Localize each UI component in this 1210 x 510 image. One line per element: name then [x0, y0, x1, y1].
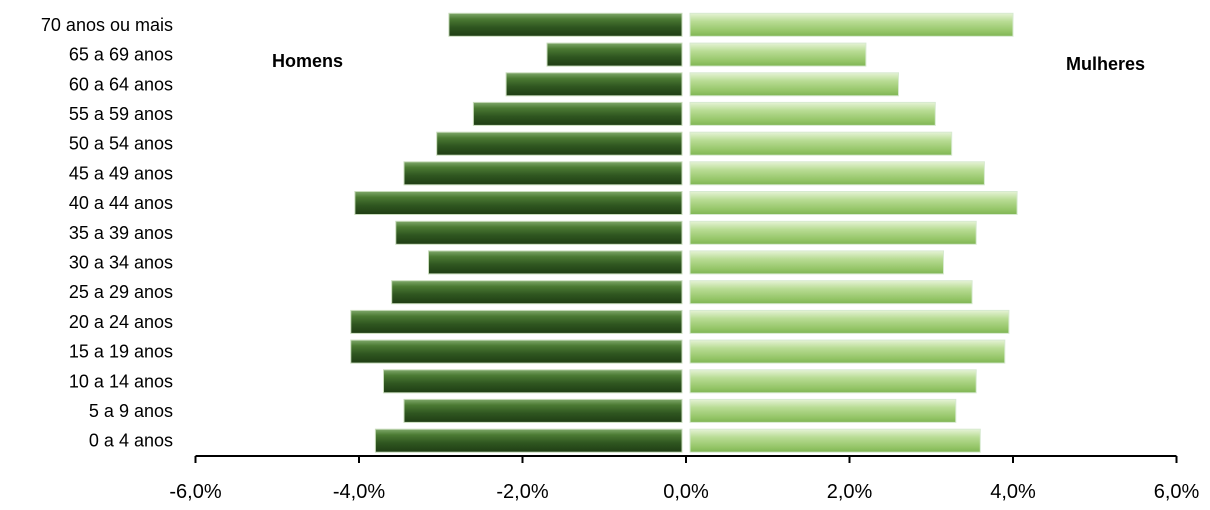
category-label: 70 anos ou mais	[41, 15, 173, 35]
category-label: 25 a 29 anos	[69, 282, 173, 302]
bar-mulheres	[689, 280, 973, 305]
category-label: 10 a 14 anos	[69, 371, 173, 391]
bar-homens	[395, 220, 683, 245]
bar-homens	[354, 191, 683, 215]
series-label-homens: Homens	[272, 51, 343, 71]
category-label: 5 a 9 anos	[89, 401, 173, 421]
category-label: 65 a 69 anos	[69, 45, 173, 65]
bar-mulheres	[689, 191, 1018, 215]
x-tick-label: -6,0%	[169, 481, 221, 503]
bar-homens	[472, 101, 683, 126]
bar-mulheres	[689, 398, 957, 423]
x-tick-label: -2,0%	[496, 481, 548, 503]
category-label: 45 a 49 anos	[69, 163, 173, 183]
x-tick-label: 2,0%	[827, 481, 873, 503]
bar-homens	[505, 72, 683, 97]
bar-homens	[403, 398, 683, 423]
bar-mulheres	[689, 12, 1014, 37]
series-label-mulheres: Mulheres	[1066, 54, 1145, 74]
x-axis: -6,0% -4,0% -2,0% 0,0% 2,0% 4,0% 6,0%	[169, 455, 1200, 503]
category-label: 20 a 24 anos	[69, 312, 173, 332]
bar-homens	[374, 428, 683, 453]
bar-mulheres	[689, 101, 936, 126]
x-tick-label: -4,0%	[333, 481, 385, 503]
category-label: 60 a 64 anos	[69, 74, 173, 94]
bar-homens	[350, 309, 683, 334]
category-label: 55 a 59 anos	[69, 104, 173, 124]
bar-homens	[436, 131, 683, 156]
bar-homens	[428, 250, 683, 275]
category-label: 35 a 39 anos	[69, 223, 173, 243]
bar-mulheres	[689, 72, 899, 97]
bar-mulheres	[689, 220, 977, 245]
category-label: 50 a 54 anos	[69, 134, 173, 154]
bar-mulheres	[689, 161, 985, 186]
bar-homens	[403, 161, 683, 186]
x-tick-label: 4,0%	[990, 481, 1036, 503]
x-tick-label: 0,0%	[663, 481, 709, 503]
bar-homens	[350, 339, 683, 364]
category-labels: 0 a 4 anos 5 a 9 anos 10 a 14 anos 15 a 19 …	[41, 15, 173, 451]
bar-mulheres	[689, 131, 953, 156]
bar-mulheres	[689, 42, 867, 67]
bar-mulheres	[689, 369, 977, 394]
bar-mulheres	[689, 428, 981, 453]
x-tick-label: 6,0%	[1154, 481, 1200, 503]
bar-homens	[383, 369, 683, 394]
category-label: 30 a 34 anos	[69, 252, 173, 272]
category-label: 15 a 19 anos	[69, 342, 173, 362]
category-label: 40 a 44 anos	[69, 193, 173, 213]
bars-layer	[350, 12, 1018, 453]
bar-mulheres	[689, 250, 944, 275]
category-label: 0 a 4 anos	[89, 431, 173, 451]
bar-homens	[448, 12, 683, 37]
bar-mulheres	[689, 339, 1006, 364]
bar-homens	[391, 280, 683, 305]
bar-homens	[546, 42, 683, 67]
bar-mulheres	[689, 309, 1010, 334]
